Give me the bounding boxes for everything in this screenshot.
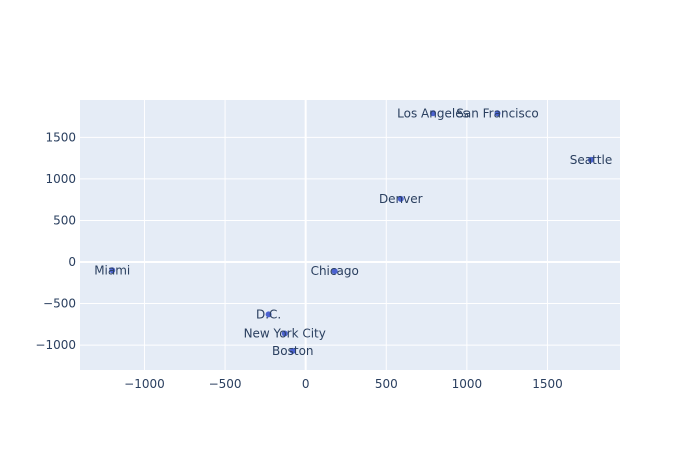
point-label: Los Angeles xyxy=(397,106,469,120)
plot-area xyxy=(80,100,620,370)
y-tick-label: −1000 xyxy=(35,338,76,352)
data-point xyxy=(430,110,437,117)
y-tick-label: 500 xyxy=(53,213,76,227)
y-tick-label: 1500 xyxy=(45,130,76,144)
data-point xyxy=(331,268,338,275)
y-tick-label: 1000 xyxy=(45,172,76,186)
point-label: Boston xyxy=(272,344,313,358)
point-label: Seattle xyxy=(570,153,612,167)
y-tick-label: −500 xyxy=(43,297,76,311)
data-point xyxy=(265,311,272,318)
point-label: Chicago xyxy=(311,264,359,278)
data-point xyxy=(289,347,296,354)
data-point xyxy=(494,110,501,117)
point-label: Miami xyxy=(94,263,130,277)
x-tick-label: −1000 xyxy=(124,377,165,391)
y-tick-label: 0 xyxy=(68,255,76,269)
tick-labels: −1000 −500 0 500 1000 1500 −1000 −500 0 500 1000 15… xyxy=(35,130,562,391)
data-point xyxy=(587,156,594,163)
x-tick-label: 1500 xyxy=(532,377,563,391)
data-point xyxy=(109,267,116,274)
data-point xyxy=(397,195,404,202)
point-label: New York City xyxy=(244,326,326,340)
x-tick-label: 500 xyxy=(375,377,398,391)
point-label: Denver xyxy=(379,192,423,206)
point-label: D.C. xyxy=(256,307,281,321)
grid-lines xyxy=(80,100,620,370)
x-tick-label: 0 xyxy=(302,377,310,391)
x-tick-label: −500 xyxy=(209,377,242,391)
point-label: San Francisco xyxy=(456,106,538,120)
x-tick-label: 1000 xyxy=(452,377,483,391)
data-point xyxy=(281,330,288,337)
